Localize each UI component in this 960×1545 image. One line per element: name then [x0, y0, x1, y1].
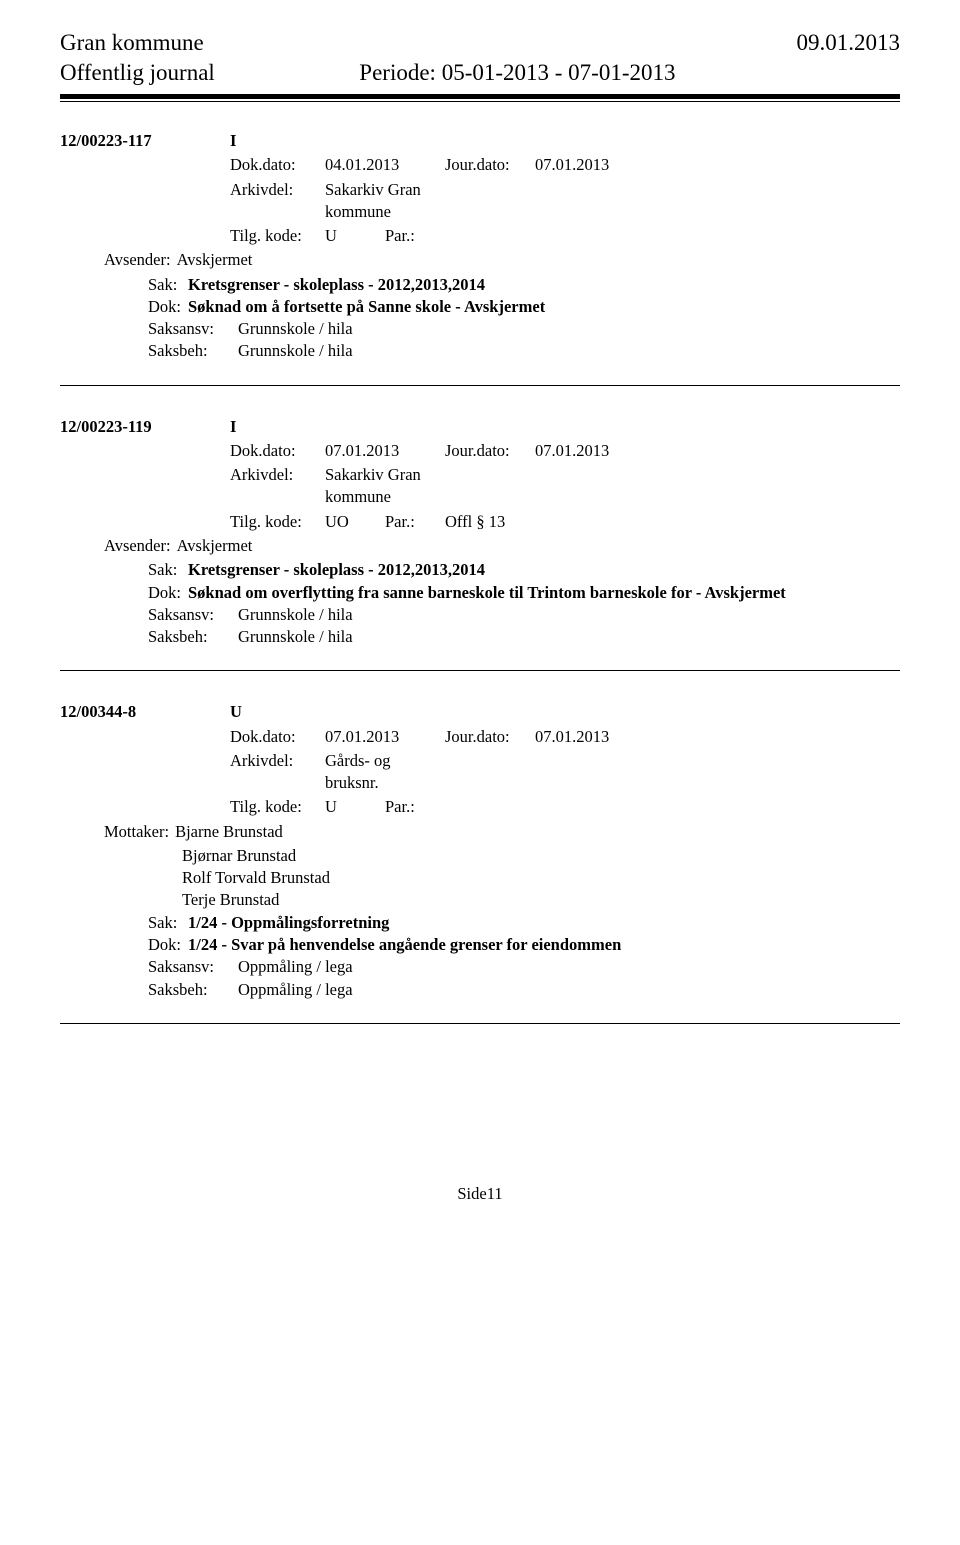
- tilgkode-value: U: [325, 796, 385, 818]
- header-period: Periode: 05-01-2013 - 07-01-2013: [215, 60, 900, 86]
- label-sak: Sak:: [148, 912, 188, 934]
- tilgkode-value: U: [325, 225, 385, 247]
- label-dok: Dok:: [148, 582, 188, 604]
- party-name: Bjarne Brunstad: [169, 821, 283, 843]
- label-sak: Sak:: [148, 274, 188, 296]
- page-footer: Side11: [60, 1184, 900, 1204]
- label-tilgkode: Tilg. kode:: [230, 796, 325, 818]
- label-party: Avsender:: [104, 535, 171, 557]
- case-number: 12/00223-117: [60, 130, 230, 152]
- label-dokdato: Dok.dato:: [230, 726, 325, 748]
- dokdato-value: 04.01.2013: [325, 154, 445, 176]
- label-party: Mottaker:: [104, 821, 169, 843]
- org-name: Gran kommune: [60, 30, 204, 56]
- label-par: Par.:: [385, 796, 445, 818]
- dokdato-value: 07.01.2013: [325, 726, 445, 748]
- label-saksansv: Saksansv:: [148, 318, 238, 340]
- saksansv-value: Grunnskole / hila: [238, 318, 353, 340]
- record-separator: [60, 670, 900, 671]
- label-saksbeh: Saksbeh:: [148, 979, 238, 1001]
- header-subtitle: Offentlig journal: [60, 60, 215, 86]
- rule-thin: [60, 101, 900, 102]
- label-sak: Sak:: [148, 559, 188, 581]
- label-jourdato: Jour.dato:: [445, 726, 535, 748]
- party-name: Avskjermet: [171, 535, 253, 557]
- label-arkivdel: Arkivdel:: [230, 179, 325, 201]
- label-saksbeh: Saksbeh:: [148, 626, 238, 648]
- saksbeh-value: Grunnskole / hila: [238, 626, 353, 648]
- header-row-1: Gran kommune 09.01.2013: [60, 30, 900, 56]
- jourdato-value: 07.01.2013: [535, 440, 609, 462]
- label-tilgkode: Tilg. kode:: [230, 225, 325, 247]
- label-party: Avsender:: [104, 249, 171, 271]
- label-par: Par.:: [385, 225, 445, 247]
- jourdato-value: 07.01.2013: [535, 154, 609, 176]
- party-name: Rolf Torvald Brunstad: [60, 867, 900, 889]
- label-dok: Dok:: [148, 296, 188, 318]
- arkivdel-value: Sakarkiv Gran kommune: [325, 464, 421, 509]
- label-dokdato: Dok.dato:: [230, 440, 325, 462]
- record-separator: [60, 385, 900, 386]
- journal-record: 12/00223-117 I Dok.dato: 04.01.2013 Jour…: [60, 130, 900, 363]
- doc-type: I: [230, 416, 236, 438]
- label-arkivdel: Arkivdel:: [230, 750, 325, 772]
- label-saksansv: Saksansv:: [148, 604, 238, 626]
- label-saksbeh: Saksbeh:: [148, 340, 238, 362]
- rule-thick: [60, 94, 900, 99]
- label-tilgkode: Tilg. kode:: [230, 511, 325, 533]
- sak-value: Kretsgrenser - skoleplass - 2012,2013,20…: [188, 559, 485, 581]
- label-arkivdel: Arkivdel:: [230, 464, 325, 486]
- saksansv-value: Grunnskole / hila: [238, 604, 353, 626]
- journal-record: 12/00223-119 I Dok.dato: 07.01.2013 Jour…: [60, 416, 900, 649]
- case-number: 12/00344-8: [60, 701, 230, 723]
- dokdato-value: 07.01.2013: [325, 440, 445, 462]
- saksbeh-value: Grunnskole / hila: [238, 340, 353, 362]
- label-saksansv: Saksansv:: [148, 956, 238, 978]
- saksbeh-value: Oppmåling / lega: [238, 979, 353, 1001]
- label-jourdato: Jour.dato:: [445, 154, 535, 176]
- arkivdel-value: Sakarkiv Gran kommune: [325, 179, 421, 224]
- dok-value: Søknad om overflytting fra sanne barnesk…: [188, 582, 786, 604]
- arkivdel-value: Gårds- og bruksnr.: [325, 750, 391, 795]
- jourdato-value: 07.01.2013: [535, 726, 609, 748]
- record-separator: [60, 1023, 900, 1024]
- tilgkode-value: UO: [325, 511, 385, 533]
- sak-value: 1/24 - Oppmålingsforretning: [188, 912, 389, 934]
- sak-value: Kretsgrenser - skoleplass - 2012,2013,20…: [188, 274, 485, 296]
- header-row-2: Offentlig journal Periode: 05-01-2013 - …: [60, 60, 900, 86]
- party-name: Bjørnar Brunstad: [60, 845, 900, 867]
- dok-value: Søknad om å fortsette på Sanne skole - A…: [188, 296, 545, 318]
- par-extra: Offl § 13: [445, 511, 505, 533]
- party-name: Terje Brunstad: [60, 889, 900, 911]
- dok-value: 1/24 - Svar på henvendelse angående gren…: [188, 934, 621, 956]
- saksansv-value: Oppmåling / lega: [238, 956, 353, 978]
- party-name: Avskjermet: [171, 249, 253, 271]
- label-dokdato: Dok.dato:: [230, 154, 325, 176]
- doc-type: I: [230, 130, 236, 152]
- journal-record: 12/00344-8 U Dok.dato: 07.01.2013 Jour.d…: [60, 701, 900, 1000]
- label-dok: Dok:: [148, 934, 188, 956]
- doc-type: U: [230, 701, 242, 723]
- label-par: Par.:: [385, 511, 445, 533]
- case-number: 12/00223-119: [60, 416, 230, 438]
- header-date: 09.01.2013: [797, 30, 901, 56]
- label-jourdato: Jour.dato:: [445, 440, 535, 462]
